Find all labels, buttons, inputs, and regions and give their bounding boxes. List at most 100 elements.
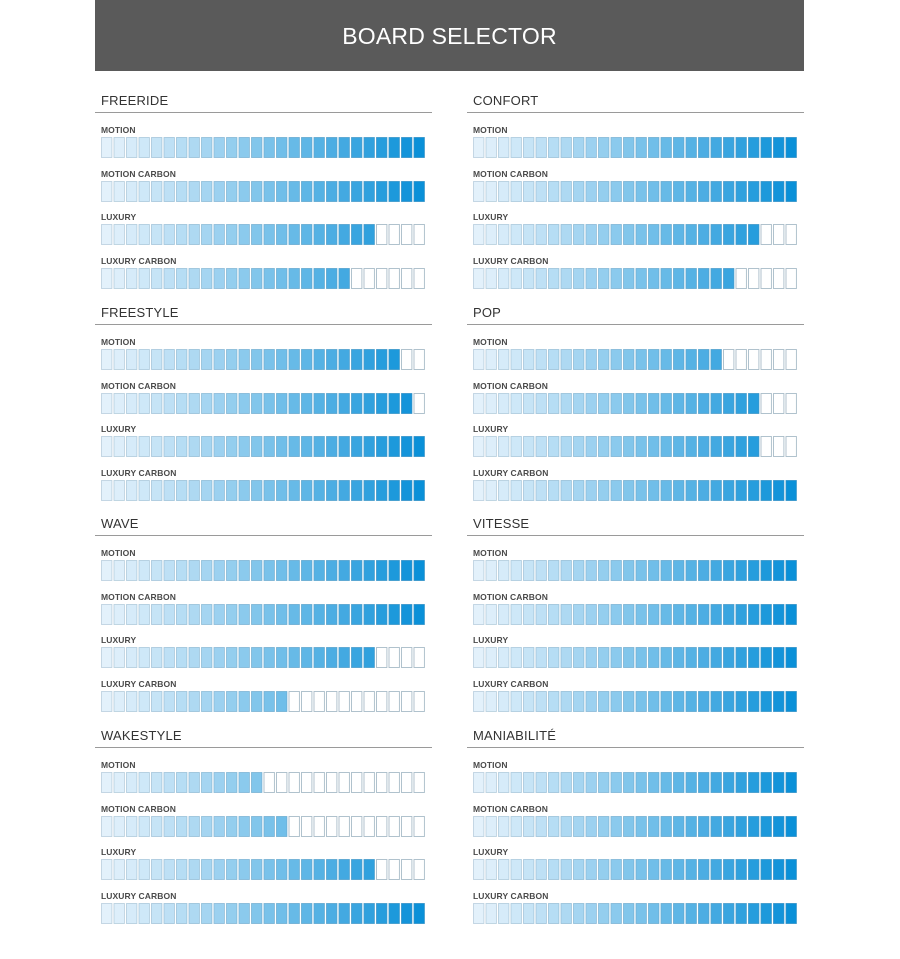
rating-segment-filled: [126, 392, 138, 414]
rating-segment-filled: [610, 647, 622, 668]
rating-segment-filled: [785, 815, 797, 837]
rating-bar-svg: [101, 560, 425, 581]
rating-segment-filled: [238, 137, 250, 158]
rating-segment-filled: [188, 859, 200, 880]
rating-bar-svg: [101, 603, 425, 625]
rating-segment-filled: [498, 137, 510, 158]
rating-segment-filled: [163, 772, 175, 793]
rating-segment-filled: [126, 436, 138, 457]
rating-segment-filled: [363, 859, 375, 880]
rating-segment-filled: [673, 349, 685, 370]
rating-segment-filled: [623, 267, 635, 289]
rating-segment-filled: [723, 392, 735, 414]
rating-bar: [101, 603, 426, 626]
rating-segment-empty: [388, 224, 400, 245]
board-label: MOTION: [473, 337, 508, 347]
rating-segment-filled: [238, 349, 250, 370]
rating-segment-filled: [635, 560, 647, 581]
rating-segment-filled: [201, 772, 213, 793]
rating-segment-filled: [226, 479, 238, 501]
rating-segment-filled: [523, 392, 535, 414]
rating-segment-filled: [473, 392, 485, 414]
rating-segment-filled: [785, 859, 797, 880]
rating-segment-filled: [660, 560, 672, 581]
rating-segment-filled: [598, 137, 610, 158]
rating-segment-empty: [401, 349, 413, 370]
rating-segment-filled: [685, 224, 697, 245]
rating-segment-filled: [498, 647, 510, 668]
rating-bar: [473, 180, 798, 203]
rating-segment-filled: [288, 224, 300, 245]
rating-segment-filled: [401, 436, 413, 457]
rating-segment-filled: [498, 902, 510, 924]
rating-segment-filled: [138, 392, 150, 414]
rating-segment-filled: [101, 815, 113, 837]
rating-bar: [473, 815, 798, 838]
rating-segment-filled: [473, 180, 485, 202]
board-rating-row: MOTION: [101, 125, 431, 165]
rating-segment-filled: [523, 224, 535, 245]
rating-segment-filled: [326, 392, 338, 414]
rating-segment-empty: [723, 349, 735, 370]
rating-bar: [101, 690, 426, 713]
rating-segment-filled: [560, 349, 572, 370]
rating-segment-filled: [623, 902, 635, 924]
board-rating-row: LUXURY: [101, 847, 431, 887]
rating-segment-filled: [548, 224, 560, 245]
rating-bar: [101, 392, 426, 415]
rating-segment-filled: [351, 436, 363, 457]
rating-segment-filled: [735, 902, 747, 924]
rating-segment-filled: [585, 772, 597, 793]
rating-segment-filled: [213, 180, 225, 202]
rating-segment-filled: [188, 772, 200, 793]
rating-segment-filled: [685, 392, 697, 414]
rating-segment-filled: [113, 392, 125, 414]
rating-segment-filled: [498, 479, 510, 501]
rating-bar: [101, 560, 426, 582]
rating-bar-svg: [473, 772, 797, 793]
rating-segment-filled: [351, 647, 363, 668]
rating-segment-filled: [573, 772, 585, 793]
rating-segment-filled: [151, 267, 163, 289]
rating-segment-filled: [723, 479, 735, 501]
rating-segment-filled: [635, 902, 647, 924]
rating-segment-filled: [263, 392, 275, 414]
rating-segment-filled: [301, 137, 313, 158]
rating-segment-filled: [188, 690, 200, 712]
rating-segment-empty: [313, 690, 325, 712]
rating-segment-filled: [760, 180, 772, 202]
rating-segment-filled: [201, 560, 213, 581]
rating-segment-filled: [138, 349, 150, 370]
rating-segment-filled: [548, 603, 560, 625]
rating-segment-filled: [685, 349, 697, 370]
rating-segment-filled: [710, 137, 722, 158]
rating-segment-filled: [685, 859, 697, 880]
rating-bar-svg: [473, 180, 797, 202]
rating-segment-filled: [698, 859, 710, 880]
rating-segment-empty: [376, 859, 388, 880]
rating-segment-filled: [276, 647, 288, 668]
rating-segment-filled: [188, 180, 200, 202]
rating-segment-filled: [748, 603, 760, 625]
rating-segment-filled: [698, 224, 710, 245]
rating-segment-filled: [138, 267, 150, 289]
rating-segment-filled: [351, 349, 363, 370]
section-pop: POP MOTION MOTION CARBON LUXURY LUXURY CARBO…: [467, 305, 804, 505]
rating-segment-filled: [151, 690, 163, 712]
rating-segment-filled: [510, 436, 522, 457]
rating-segment-filled: [685, 815, 697, 837]
section-divider: [467, 324, 804, 325]
rating-segment-filled: [623, 224, 635, 245]
rating-segment-filled: [288, 859, 300, 880]
rating-segment-filled: [401, 180, 413, 202]
rating-segment-filled: [138, 479, 150, 501]
rating-segment-filled: [623, 436, 635, 457]
rating-segment-filled: [785, 603, 797, 625]
rating-segment-empty: [288, 772, 300, 793]
rating-segment-filled: [113, 815, 125, 837]
rating-segment-filled: [748, 772, 760, 793]
rating-segment-filled: [388, 902, 400, 924]
rating-segment-filled: [138, 436, 150, 457]
rating-bar-svg: [473, 436, 797, 457]
section-divider: [467, 747, 804, 748]
